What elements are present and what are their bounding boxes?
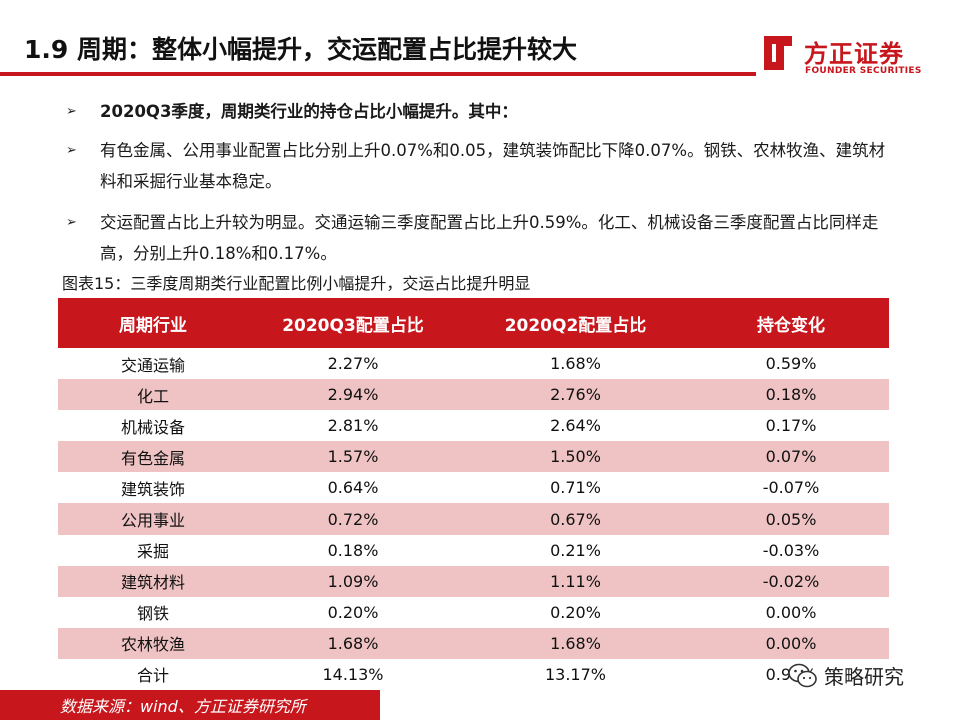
industry-cell: 公用事业: [58, 503, 248, 535]
logo-name-cn: 方正证券: [804, 40, 904, 68]
q3-share-cell: 0.64%: [327, 478, 379, 498]
q2-share-cell: 13.17%: [544, 664, 606, 684]
logo-name-en: FOUNDER SECURITIES: [805, 66, 922, 76]
bullet-list: ➢ 2020Q3季度，周期类行业的持仓占比小幅提升。其中： ➢ 有色金属、公用事…: [66, 96, 896, 269]
q3-share-cell: 1.57%: [248, 441, 458, 473]
q3-share-cell: 0.20%: [327, 602, 379, 622]
allocation-table-container: 周期行业 2020Q3配置占比 2020Q2配置占比 持仓变化 交通运输 2.2…: [58, 298, 889, 690]
q2-share-cell: 0.21%: [550, 540, 601, 560]
change-cell: 0.07%: [693, 441, 889, 473]
q2-share-cell: 0.67%: [458, 503, 693, 535]
q3-share-cell: 0.18%: [327, 540, 379, 560]
industry-cell: 农林牧渔: [58, 627, 248, 659]
table-row: 机械设备 2.81% 2.64% 0.17%: [58, 410, 889, 441]
bullet-item: ➢ 交运配置占比上升较为明显。交通运输三季度配置占比上升0.59%。化工、机械设…: [66, 207, 896, 269]
bullet-text: 有色金属、公用事业配置占比分别上升0.07%和0.05，建筑装饰配比下降0.07…: [100, 141, 886, 191]
change-cell: 0.18%: [693, 379, 889, 411]
q2-share-cell: 1.11%: [458, 565, 693, 597]
column-header: 持仓变化: [693, 298, 889, 348]
q3-share-cell: 2.27%: [327, 354, 379, 374]
column-header: 周期行业: [58, 298, 248, 348]
source-footer: 数据来源：wind、方正证券研究所: [0, 690, 380, 720]
column-header: 2020Q3配置占比: [248, 298, 458, 348]
industry-cell: 采掘: [136, 542, 169, 562]
q3-share-cell: 0.72%: [248, 503, 458, 535]
industry-cell: 合计: [136, 666, 169, 686]
founder-logo-icon: [764, 36, 792, 70]
table-row: 交通运输 2.27% 1.68% 0.59%: [58, 348, 889, 379]
table-row: 建筑材料 1.09% 1.11% -0.02%: [58, 565, 889, 597]
q2-share-cell: 1.50%: [458, 441, 693, 473]
column-header: 2020Q2配置占比: [458, 298, 693, 348]
table-header-row: 周期行业 2020Q3配置占比 2020Q2配置占比 持仓变化: [58, 298, 889, 348]
table-row: 建筑装饰 0.64% 0.71% -0.07%: [58, 472, 889, 503]
table-row: 公用事业 0.72% 0.67% 0.05%: [58, 503, 889, 535]
arrow-bullet-icon: ➢: [66, 215, 77, 230]
industry-cell: 化工: [58, 379, 248, 411]
table-row: 农林牧渔 1.68% 1.68% 0.00%: [58, 627, 889, 659]
table-total-row: 合计 14.13% 13.17% 0.96%: [58, 659, 889, 690]
q2-share-cell: 2.76%: [458, 379, 693, 411]
industry-cell: 建筑装饰: [120, 479, 185, 499]
table-row: 化工 2.94% 2.76% 0.18%: [58, 379, 889, 411]
q2-share-cell: 1.68%: [550, 354, 601, 374]
change-cell: -0.02%: [693, 565, 889, 597]
table-caption: 图表15：三季度周期类行业配置比例小幅提升，交运占比提升明显: [62, 274, 531, 293]
allocation-table: 周期行业 2020Q3配置占比 2020Q2配置占比 持仓变化 交通运输 2.2…: [58, 298, 889, 690]
arrow-bullet-icon: ➢: [66, 104, 77, 119]
change-cell: -0.07%: [762, 478, 820, 498]
q2-share-cell: 0.20%: [550, 602, 601, 622]
q2-share-cell: 1.68%: [458, 627, 693, 659]
table-row: 有色金属 1.57% 1.50% 0.07%: [58, 441, 889, 473]
title-divider: [0, 72, 756, 76]
industry-cell: 钢铁: [136, 604, 169, 624]
industry-cell: 机械设备: [120, 417, 185, 437]
bullet-item: ➢ 2020Q3季度，周期类行业的持仓占比小幅提升。其中：: [66, 96, 896, 127]
q2-share-cell: 0.71%: [550, 478, 601, 498]
industry-cell: 建筑材料: [58, 565, 248, 597]
watermark-text: 策略研究: [824, 665, 904, 689]
bullet-text: 交运配置占比上升较为明显。交通运输三季度配置占比上升0.59%。化工、机械设备三…: [100, 213, 879, 263]
bullet-item: ➢ 有色金属、公用事业配置占比分别上升0.07%和0.05，建筑装饰配比下降0.…: [66, 135, 896, 197]
change-cell: 0.00%: [693, 627, 889, 659]
table-row: 钢铁 0.20% 0.20% 0.00%: [58, 597, 889, 628]
q2-share-cell: 2.64%: [550, 416, 601, 436]
q3-share-cell: 14.13%: [322, 664, 384, 684]
change-cell: 0.05%: [693, 503, 889, 535]
source-note: 数据来源：wind、方正证券研究所: [60, 697, 306, 716]
industry-cell: 有色金属: [58, 441, 248, 473]
arrow-bullet-icon: ➢: [66, 143, 77, 158]
change-cell: -0.03%: [762, 540, 820, 560]
q3-share-cell: 2.94%: [248, 379, 458, 411]
industry-cell: 交通运输: [120, 355, 185, 375]
q3-share-cell: 2.81%: [327, 416, 379, 436]
change-cell: 0.00%: [765, 602, 817, 622]
q3-share-cell: 1.68%: [248, 627, 458, 659]
page-title: 1.9 周期：整体小幅提升，交运配置占比提升较大: [24, 35, 577, 64]
wechat-icon: [788, 663, 817, 688]
change-cell: 0.17%: [765, 416, 817, 436]
q3-share-cell: 1.09%: [248, 565, 458, 597]
change-cell: 0.59%: [765, 354, 817, 374]
company-logo: 方正证券 FOUNDER SECURITIES: [760, 30, 940, 80]
table-row: 采掘 0.18% 0.21% -0.03%: [58, 535, 889, 566]
bullet-text: 2020Q3季度，周期类行业的持仓占比小幅提升。其中：: [100, 102, 518, 121]
